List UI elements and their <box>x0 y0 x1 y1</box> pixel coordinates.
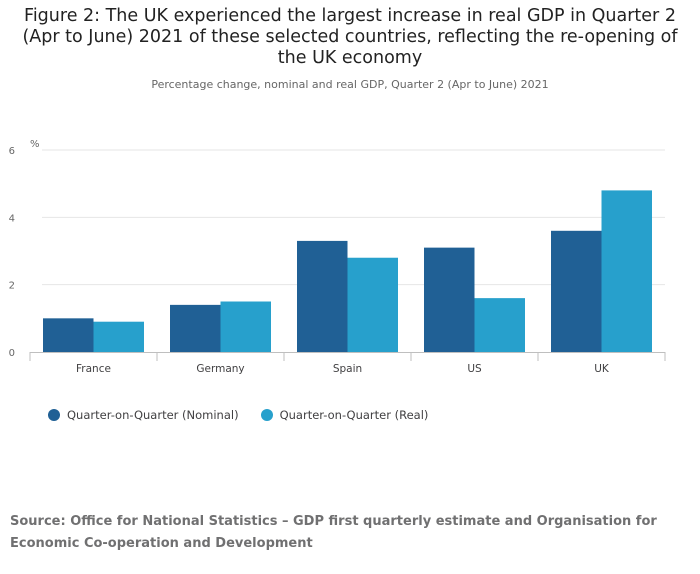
legend: Quarter-on-Quarter (Nominal) Quarter-on-… <box>48 408 450 422</box>
x-tick-label: Germany <box>196 363 244 375</box>
bar-chart: 0 2 4 6% France Germany Spain US UK <box>9 139 666 375</box>
y-tick-label: 0 <box>9 348 15 359</box>
source-note: Source: Office for National Statistics –… <box>10 514 657 551</box>
bar-france-real <box>93 321 144 352</box>
bar-uk-nominal <box>551 230 602 352</box>
bar-spain-real <box>347 257 398 352</box>
bar-france-nominal <box>43 318 94 352</box>
legend-label-real: Quarter-on-Quarter (Real) <box>279 408 429 422</box>
chart-title: Figure 2: The UK experienced the largest… <box>22 6 678 68</box>
x-tick-label: UK <box>594 363 610 375</box>
bar-uk-real <box>601 190 652 352</box>
x-tick-label: Spain <box>333 363 362 375</box>
chart-subtitle: Percentage change, nominal and real GDP,… <box>151 78 549 91</box>
bar-us-real <box>474 298 525 352</box>
bar-us-nominal <box>424 247 475 352</box>
legend-swatch-real <box>260 409 273 421</box>
bar-germany-real <box>220 301 271 352</box>
x-tick-label: US <box>467 363 482 375</box>
legend-swatch-nominal <box>48 409 60 421</box>
y-axis-label: % <box>30 139 40 150</box>
legend-item-nominal: Quarter-on-Quarter (Nominal) <box>48 408 239 422</box>
legend-label-nominal: Quarter-on-Quarter (Nominal) <box>67 408 239 422</box>
legend-item-real: Quarter-on-Quarter (Real) <box>260 408 429 422</box>
x-tick-label: France <box>76 363 111 375</box>
y-tick-label: 6 <box>9 146 15 157</box>
bar-germany-nominal <box>170 304 221 352</box>
y-tick-label: 4 <box>9 213 15 224</box>
bar-spain-nominal <box>297 240 348 352</box>
y-tick-label: 2 <box>9 281 15 292</box>
